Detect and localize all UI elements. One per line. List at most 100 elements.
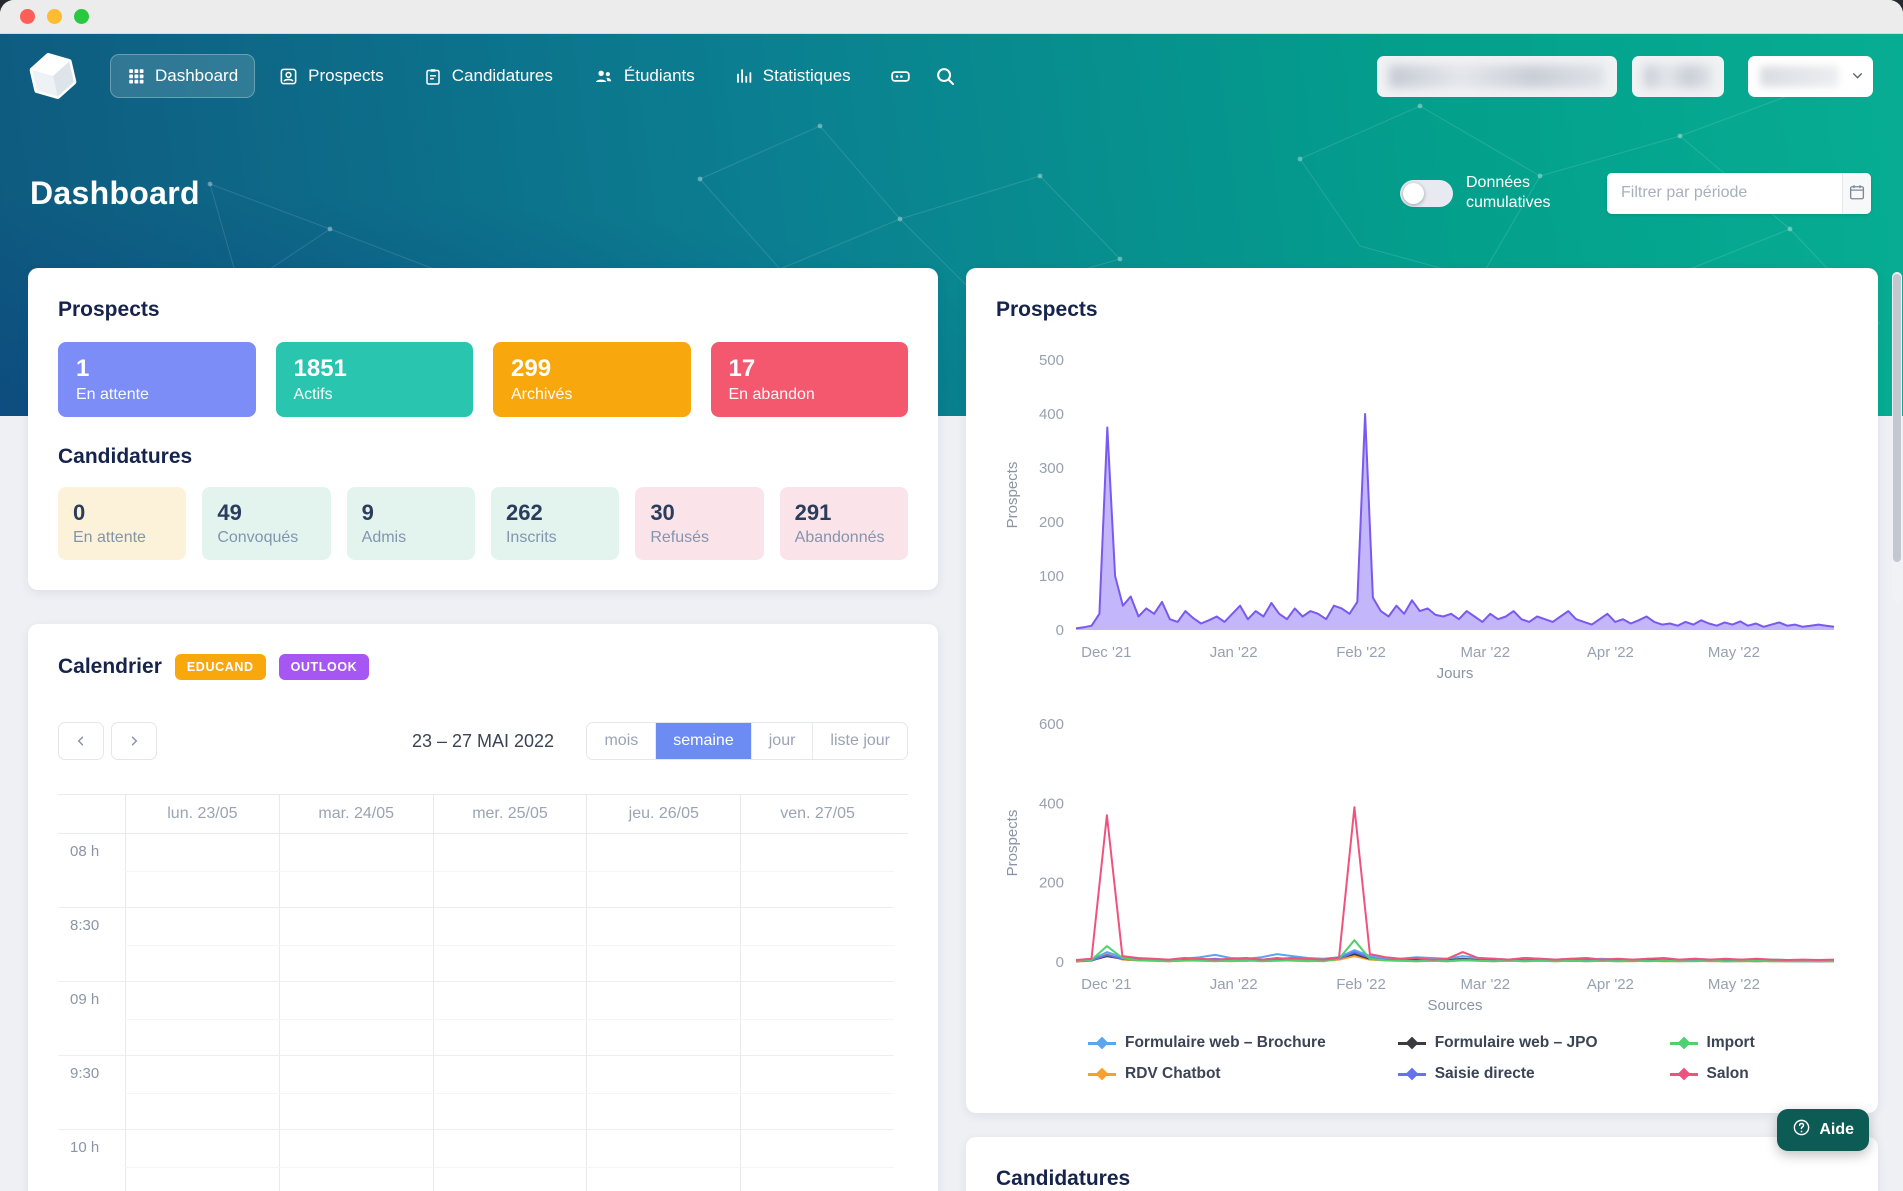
- calendar-view-liste-jour[interactable]: liste jour: [812, 723, 907, 759]
- prospect-stat-tile: 17 En abandon: [710, 342, 908, 417]
- nav-item-etudiants[interactable]: Étudiants: [577, 55, 711, 97]
- zoom-window-button[interactable]: [74, 9, 89, 24]
- prospect-stat-tile: 1851 Actifs: [275, 342, 473, 417]
- calendar-day-header: jeu. 26/05: [586, 795, 740, 833]
- calendar-cell[interactable]: [586, 1130, 740, 1191]
- calendar-cell[interactable]: [432, 908, 587, 981]
- redacted-dropdown[interactable]: [1748, 55, 1873, 97]
- candidatures-stat-tiles: 0 En attente 49 Convoqués 9 Admis 262 Inscrits 3…: [58, 487, 908, 560]
- calendar-cell[interactable]: [278, 834, 433, 907]
- calendar-cell[interactable]: [586, 982, 740, 1055]
- svg-text:200: 200: [1039, 514, 1064, 531]
- page-title: Dashboard: [30, 174, 200, 211]
- calendar-cell[interactable]: [740, 834, 894, 907]
- calendar-cell[interactable]: [125, 834, 279, 907]
- calendar-cell[interactable]: [432, 982, 587, 1055]
- calendar-cell[interactable]: [278, 1130, 433, 1191]
- header-controls: Données cumulatives: [1400, 172, 1871, 214]
- calendar-cell[interactable]: [432, 834, 587, 907]
- svg-text:Jan '22: Jan '22: [1210, 644, 1258, 661]
- svg-text:500: 500: [1039, 352, 1064, 369]
- search-icon[interactable]: [934, 65, 956, 87]
- stat-label: Actifs: [293, 386, 333, 403]
- dashboard-content: Prospects 1 En attente 1851 Actifs 299 Archiv…: [0, 268, 1903, 1191]
- stat-label: Abandonnés: [794, 529, 885, 546]
- cumulative-data-toggle[interactable]: [1400, 179, 1453, 207]
- svg-text:Mar '22: Mar '22: [1461, 976, 1511, 993]
- stats-card: Prospects 1 En attente 1851 Actifs 299 Archiv…: [28, 268, 938, 590]
- legend-item[interactable]: Import: [1669, 1034, 1755, 1052]
- legend-label: Formulaire web – Brochure: [1125, 1034, 1326, 1051]
- calendar-cell[interactable]: [740, 1056, 894, 1129]
- period-filter-input[interactable]: [1607, 172, 1842, 214]
- svg-text:0: 0: [1056, 954, 1064, 971]
- calendar-next-button[interactable]: [111, 722, 157, 760]
- educand-badge[interactable]: EDUCAND: [174, 654, 266, 680]
- svg-text:0: 0: [1056, 622, 1064, 639]
- calendar-cell[interactable]: [278, 982, 433, 1055]
- stat-label: Refusés: [650, 529, 710, 546]
- calendar-cell[interactable]: [586, 834, 740, 907]
- calendar-cell[interactable]: [586, 1056, 740, 1129]
- calendar-cell[interactable]: [278, 1056, 433, 1129]
- nav-item-prospects[interactable]: Prospects: [263, 55, 400, 97]
- stat-label: Inscrits: [505, 529, 557, 546]
- nav-item-statistiques[interactable]: Statistiques: [719, 55, 867, 97]
- grid-icon: [127, 67, 145, 85]
- nav-item-label: Étudiants: [623, 66, 695, 85]
- main-navbar: Dashboard Prospects Candidatures Étudiants S…: [0, 34, 1903, 118]
- calendar-card: Calendrier EDUCAND OUTLOOK 23 – 27 MAI 2…: [28, 272, 1902, 1191]
- redacted-user-info: [1377, 55, 1617, 97]
- apps-switcher-icon[interactable]: [889, 66, 912, 87]
- chart-legend: Formulaire web – Brochure RDV Chatbot Form…: [1088, 1034, 1848, 1083]
- outlook-badge[interactable]: OUTLOOK: [278, 654, 370, 680]
- bar-chart-icon: [735, 67, 753, 85]
- stat-label: Convoqués: [217, 529, 299, 546]
- calendar-cell[interactable]: [278, 908, 433, 981]
- legend-item[interactable]: Salon: [1669, 1065, 1755, 1083]
- prospects-stat-tiles: 1 En attente 1851 Actifs 299 Archivés 17 En aba…: [58, 342, 908, 417]
- calendar-cell[interactable]: [432, 1056, 587, 1129]
- calendar-cell[interactable]: [740, 908, 894, 981]
- stat-value: 0: [73, 500, 86, 525]
- calendar-cell[interactable]: [125, 908, 279, 981]
- calendar-picker-button[interactable]: [1842, 172, 1871, 214]
- nav-item-dashboard[interactable]: Dashboard: [110, 54, 256, 98]
- calendar-cell[interactable]: [125, 1056, 279, 1129]
- calendar-cell[interactable]: [432, 1130, 587, 1191]
- calendar-scrollbar-thumb[interactable]: [1893, 274, 1901, 562]
- nav-item-candidatures[interactable]: Candidatures: [408, 55, 569, 97]
- legend-item[interactable]: Formulaire web – Brochure: [1088, 1034, 1326, 1052]
- close-window-button[interactable]: [20, 9, 35, 24]
- calendar-cell[interactable]: [586, 908, 740, 981]
- window-titlebar: [0, 0, 1903, 34]
- calendar-week-grid: lun. 23/05 mar. 24/05 mer. 25/05 jeu. 26/05…: [58, 272, 1902, 1191]
- help-button[interactable]: Aide: [1777, 1109, 1869, 1151]
- calendar-cell[interactable]: [740, 982, 894, 1055]
- redacted-badge: [1632, 55, 1724, 97]
- stat-label: En abandon: [728, 386, 815, 403]
- legend-item[interactable]: Saisie directe: [1397, 1065, 1598, 1083]
- svg-text:200: 200: [1039, 875, 1064, 892]
- candidature-stat-tile: 9 Admis: [346, 487, 475, 560]
- minimize-window-button[interactable]: [47, 9, 62, 24]
- nav-item-label: Dashboard: [155, 66, 239, 85]
- calendar-cell[interactable]: [740, 1130, 894, 1191]
- legend-label: Salon: [1706, 1065, 1749, 1082]
- stat-value: 49: [217, 500, 242, 525]
- calendar-cell[interactable]: [125, 1130, 279, 1191]
- stat-label: En attente: [76, 386, 149, 403]
- calendar-view-semaine[interactable]: semaine: [655, 723, 751, 759]
- legend-label: RDV Chatbot: [1125, 1065, 1221, 1082]
- legend-item[interactable]: Formulaire web – JPO: [1397, 1034, 1598, 1052]
- calendar-view-jour[interactable]: jour: [750, 723, 813, 759]
- svg-text:Apr '22: Apr '22: [1587, 976, 1634, 993]
- clipboard-icon: [424, 67, 442, 86]
- calendar-prev-button[interactable]: [58, 722, 104, 760]
- legend-item[interactable]: RDV Chatbot: [1088, 1065, 1326, 1083]
- calendar-view-mois[interactable]: mois: [587, 723, 656, 759]
- prospect-stat-tile: 299 Archivés: [493, 342, 691, 417]
- app-logo[interactable]: [25, 47, 81, 104]
- calendar-icon: [1848, 183, 1866, 204]
- calendar-cell[interactable]: [125, 982, 279, 1055]
